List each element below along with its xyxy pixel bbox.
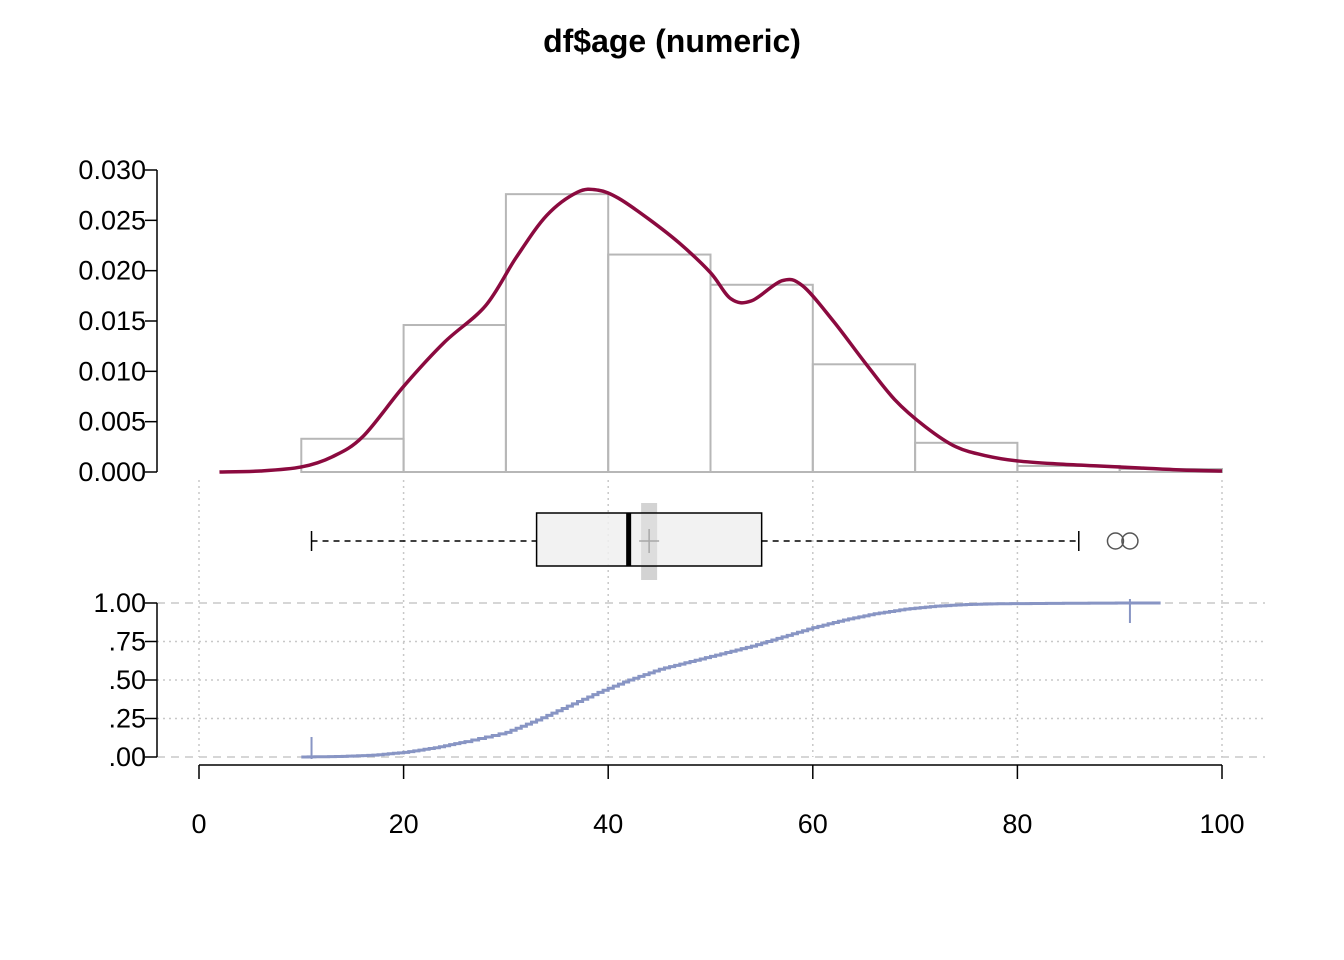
ecdf-curve xyxy=(301,601,1161,759)
ecdf-y-tick-label: .75 xyxy=(108,627,146,657)
x-tick-label: 40 xyxy=(593,809,623,839)
histogram-bar xyxy=(914,441,1019,474)
histogram-bar xyxy=(709,283,814,474)
histogram-bar xyxy=(402,324,507,473)
ecdf-layer xyxy=(301,599,1161,759)
axes: 0.000 0.005 0.010 0.015 0.020 0.025 0.030 .00 .2… xyxy=(78,155,1244,839)
histogram-bar xyxy=(811,363,917,473)
x-tick-label: 80 xyxy=(1002,809,1032,839)
outlier-point xyxy=(1106,532,1125,550)
density-y-tick-label: 0.020 xyxy=(78,256,146,286)
ecdf-y-tick-label: .25 xyxy=(108,704,146,734)
density-y-tick-label: 0.025 xyxy=(78,205,146,235)
histogram xyxy=(300,193,1223,474)
density-y-tick-label: 0.010 xyxy=(78,356,146,386)
ecdf-y-tick-label: .50 xyxy=(108,665,146,695)
outlier-point xyxy=(1121,532,1139,550)
x-tick-label: 0 xyxy=(191,809,206,839)
histogram-bar xyxy=(504,193,610,473)
ecdf-y-tick-label: 1.00 xyxy=(93,588,146,618)
density-curve-layer xyxy=(219,187,1223,474)
density-y-tick-label: 0.005 xyxy=(78,407,146,437)
density-y-tick-label: 0.000 xyxy=(78,457,146,487)
x-tick-label: 60 xyxy=(798,809,828,839)
density-y-tick-label: 0.030 xyxy=(78,155,146,185)
ecdf-y-tick-label: .00 xyxy=(108,742,146,772)
x-tick-label: 100 xyxy=(1199,809,1244,839)
boxplot xyxy=(310,503,1139,580)
chart-title: df$age (numeric) xyxy=(543,23,801,59)
x-tick-label: 20 xyxy=(389,809,419,839)
density-y-tick-label: 0.015 xyxy=(78,306,146,336)
density-curve xyxy=(219,187,1223,474)
histogram-bar xyxy=(607,253,712,473)
